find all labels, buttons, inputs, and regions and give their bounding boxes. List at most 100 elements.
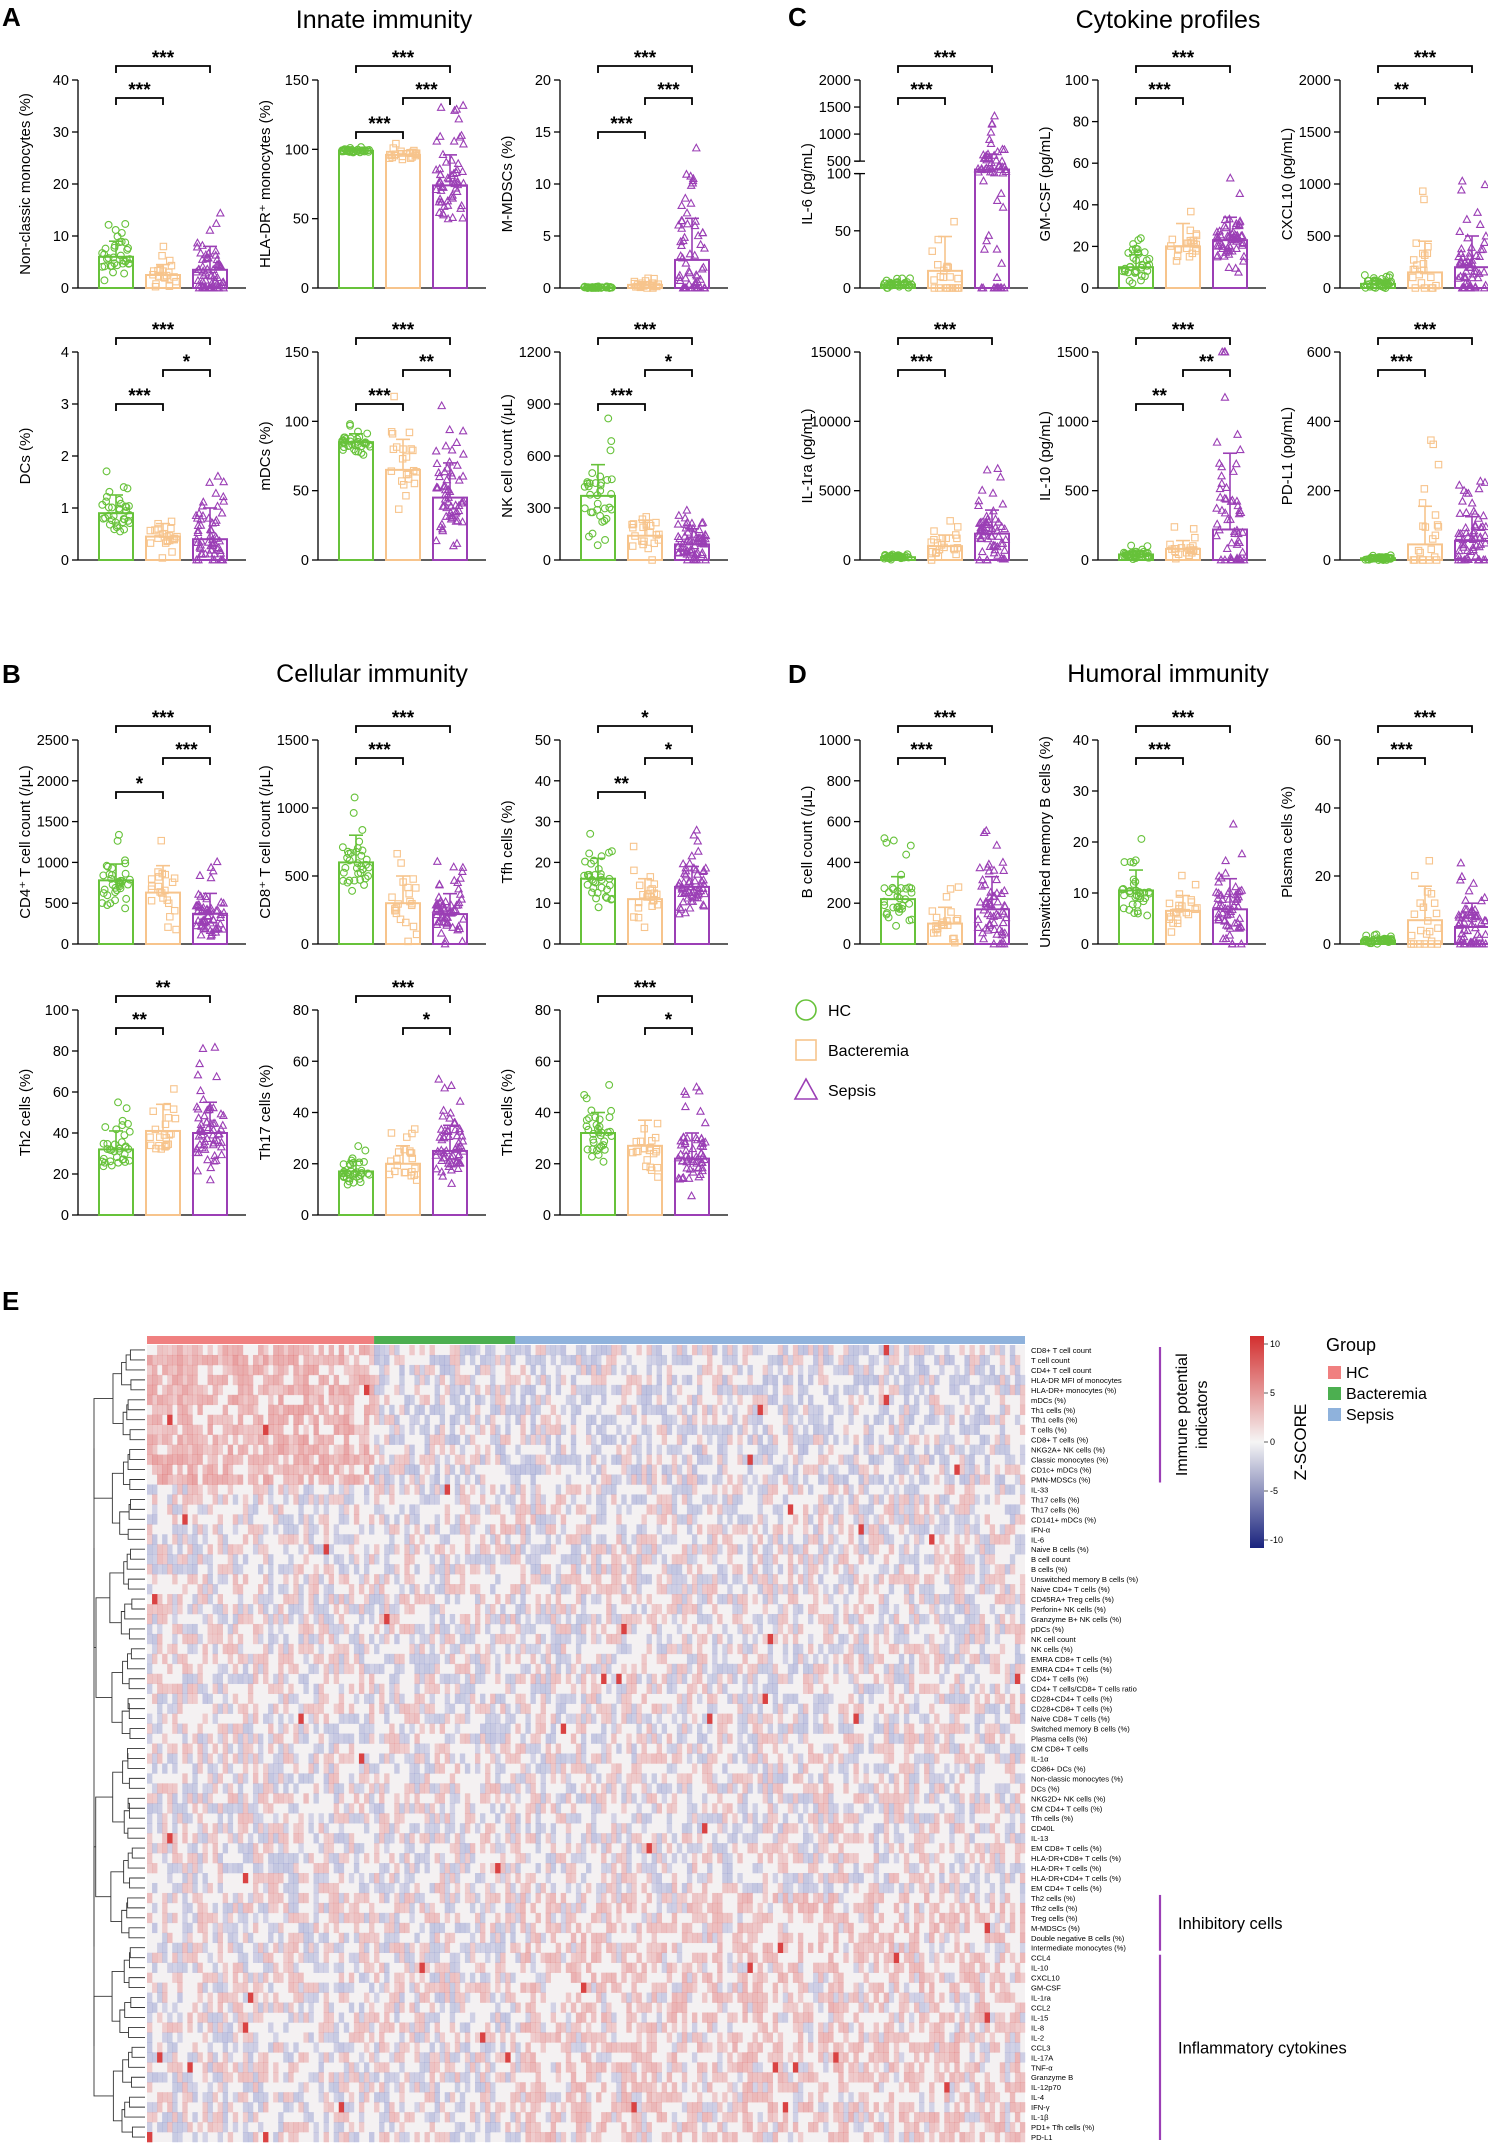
- data-point: [983, 925, 993, 934]
- significance-label: **: [1152, 386, 1167, 407]
- data-point: [447, 1178, 457, 1187]
- data-point: [682, 555, 692, 564]
- significance-label: ***: [934, 48, 957, 69]
- heatmap-cell: [434, 1394, 440, 1406]
- data-point: [433, 903, 443, 913]
- heatmap-cell: [323, 1494, 329, 1505]
- heatmap-cell: [646, 1384, 652, 1396]
- heatmap-cell: [550, 1504, 557, 1515]
- heatmap-cell: [152, 1464, 158, 1475]
- heatmap-cell: [414, 1384, 420, 1396]
- heatmap-cell: [656, 1345, 662, 1356]
- heatmap-cell: [485, 1444, 491, 1455]
- heatmap-cell: [177, 1464, 183, 1475]
- data-point: [1473, 207, 1483, 216]
- heatmap-cell: [737, 1384, 743, 1396]
- data-point: [390, 151, 399, 160]
- heatmap-cell: [878, 1404, 885, 1416]
- data-point: [601, 892, 610, 901]
- data-point: [101, 1123, 110, 1132]
- heatmap-cell: [328, 1484, 335, 1495]
- data-point: [112, 886, 121, 895]
- heatmap-cell: [485, 1354, 491, 1366]
- heatmap-cell: [848, 1404, 854, 1416]
- heatmap-cell: [237, 1454, 244, 1465]
- data-point: [591, 1113, 600, 1122]
- heatmap-cell: [293, 1384, 299, 1396]
- data-point: [992, 244, 1002, 253]
- heatmap-cell: [792, 1345, 799, 1356]
- heatmap-cell: [343, 1504, 350, 1515]
- significance-bracket: [115, 337, 211, 345]
- heatmap-cell: [242, 1364, 249, 1376]
- y-tick-label: 500: [1307, 229, 1331, 245]
- heatmap-cell: [570, 1454, 577, 1465]
- heatmap-cell: [263, 1464, 269, 1475]
- heatmap-cell: [666, 1504, 673, 1515]
- heatmap-cell: [500, 1394, 506, 1406]
- heatmap-cell: [252, 1364, 259, 1376]
- heatmap-cell: [439, 1404, 446, 1416]
- data-point: [439, 210, 449, 219]
- data-point: [210, 1150, 220, 1160]
- heatmap-cell: [596, 1464, 602, 1475]
- heatmap-cell: [202, 1434, 208, 1445]
- data-point: [946, 885, 955, 893]
- heatmap-cell: [661, 1474, 668, 1485]
- heatmap-cell: [424, 1394, 430, 1406]
- y-axis-label: Plasma cells (%): [1279, 786, 1296, 898]
- data-point: [410, 1171, 418, 1179]
- heatmap-cell: [903, 1444, 910, 1455]
- heatmap-cell: [273, 1424, 279, 1435]
- data-point: [122, 1104, 131, 1113]
- heatmap-cell: [787, 1354, 794, 1366]
- data-point: [203, 537, 213, 546]
- heatmap-cell: [172, 1374, 178, 1386]
- data-point: [446, 155, 457, 164]
- heatmap-cell: [273, 1454, 279, 1465]
- section-title-C: Cytokine profiles: [1076, 6, 1261, 34]
- heatmap-cell: [676, 1434, 683, 1445]
- heatmap-cell: [232, 1354, 239, 1366]
- heatmap-cell: [651, 1464, 657, 1475]
- data-point: [437, 912, 448, 922]
- data-point: [197, 921, 207, 930]
- heatmap-cell: [454, 1494, 461, 1505]
- data-point: [654, 1173, 662, 1181]
- heatmap-cell: [586, 1394, 592, 1406]
- heatmap-cell: [919, 1384, 925, 1396]
- data-point: [435, 176, 445, 185]
- heatmap-cell: [601, 1384, 607, 1396]
- heatmap-cell: [464, 1394, 471, 1406]
- heatmap-cell: [999, 1394, 1006, 1406]
- heatmap-cell: [757, 1414, 763, 1425]
- data-point: [1238, 547, 1248, 556]
- heatmap-cell: [823, 1494, 829, 1505]
- heatmap-cell: [858, 1514, 864, 1525]
- heatmap-cell: [919, 1424, 925, 1435]
- heatmap-cell: [434, 1434, 440, 1445]
- y-tick-label: 100: [285, 142, 309, 158]
- heatmap-cell: [560, 1494, 567, 1505]
- heatmap-cell: [283, 1454, 289, 1465]
- heatmap-cell: [586, 1484, 592, 1495]
- data-point: [681, 273, 691, 282]
- data-point: [219, 283, 229, 292]
- y-tick-label: 40: [1073, 733, 1089, 749]
- heatmap-cell: [868, 1424, 874, 1435]
- data-point: [211, 1155, 221, 1164]
- data-point: [635, 881, 644, 890]
- data-point: [121, 859, 130, 868]
- y-tick-label: 0: [843, 553, 851, 569]
- significance-bracket: [115, 791, 164, 799]
- heatmap-cell: [873, 1474, 879, 1485]
- heatmap-cell: [283, 1434, 289, 1445]
- heatmap-cell: [535, 1345, 541, 1356]
- heatmap-cell: [964, 1504, 970, 1515]
- heatmap-cell: [999, 1414, 1006, 1425]
- data-point: [696, 239, 706, 249]
